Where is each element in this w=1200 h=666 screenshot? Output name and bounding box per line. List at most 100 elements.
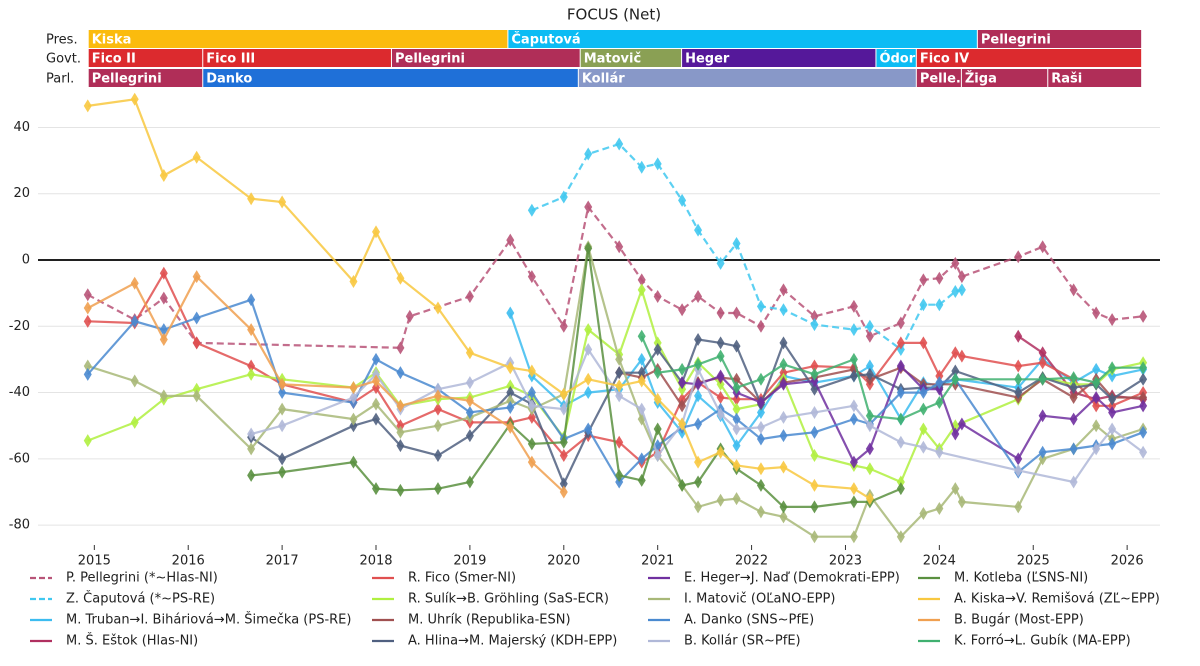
data-point	[1139, 372, 1148, 386]
data-point	[896, 482, 905, 496]
band-segment-label: Matovič	[584, 52, 642, 67]
data-point	[192, 150, 201, 164]
data-point	[849, 455, 858, 469]
data-point	[1014, 372, 1023, 386]
data-point	[1092, 376, 1101, 390]
data-point	[433, 389, 442, 403]
data-point	[756, 372, 765, 386]
data-point	[584, 342, 593, 356]
data-point	[465, 429, 474, 443]
data-point	[779, 283, 788, 297]
data-point	[1014, 463, 1023, 477]
data-point	[130, 374, 139, 388]
data-point	[1108, 422, 1117, 436]
data-point	[396, 341, 405, 355]
band-segment	[203, 69, 578, 87]
data-point	[372, 225, 381, 239]
band-segment-label: Fico III	[206, 52, 255, 67]
data-point	[433, 482, 442, 496]
legend-label: M. Kotleba (ĽSNS-NI)	[954, 571, 1088, 586]
data-point	[1108, 437, 1117, 451]
data-point	[278, 465, 287, 479]
data-point	[396, 425, 405, 439]
data-point	[433, 301, 442, 315]
data-point	[849, 352, 858, 366]
data-point	[653, 392, 662, 406]
data-point	[584, 372, 593, 386]
x-tick-label: 2026	[1111, 554, 1144, 569]
data-point	[372, 412, 381, 426]
data-point	[1038, 356, 1047, 370]
data-point	[951, 364, 960, 378]
data-point	[1108, 361, 1117, 375]
x-tick-label: 2020	[547, 554, 580, 569]
data-point	[779, 410, 788, 424]
data-point	[527, 386, 536, 400]
data-point	[957, 417, 966, 431]
data-point	[865, 319, 874, 333]
data-point	[1038, 240, 1047, 254]
data-point	[278, 386, 287, 400]
data-point	[637, 160, 646, 174]
data-point	[615, 389, 624, 403]
data-point	[615, 352, 624, 366]
data-point	[465, 346, 474, 360]
data-point	[716, 377, 725, 391]
legend-label: E. Heger→J. Naď (Demokrati-EPP)	[684, 571, 900, 586]
data-point	[756, 299, 765, 313]
legend-label: M. Truban→I. Biháriová→M. Šimečka (PS-RE…	[66, 612, 351, 628]
data-point	[1038, 346, 1047, 360]
band-segment-label: Čaputová	[511, 32, 580, 48]
data-point	[779, 429, 788, 443]
data-point	[756, 505, 765, 519]
band-segment-label: Pellegrini	[981, 33, 1051, 48]
data-point	[716, 369, 725, 383]
data-point	[247, 427, 256, 441]
data-point	[865, 492, 874, 506]
data-point	[779, 510, 788, 524]
data-point	[192, 270, 201, 284]
data-point	[865, 419, 874, 433]
plot-series	[83, 92, 1148, 544]
band-segment	[961, 69, 1048, 87]
data-point	[372, 367, 381, 381]
data-point	[849, 323, 858, 337]
data-point	[349, 381, 358, 395]
data-point	[159, 291, 168, 305]
data-point	[615, 435, 624, 449]
data-point	[1092, 362, 1101, 376]
data-point	[810, 359, 819, 373]
data-point	[192, 389, 201, 403]
band-segment-label: Kollár	[582, 72, 625, 87]
legend-label: A. Danko (SNS~PfE)	[684, 613, 814, 628]
data-point	[433, 449, 442, 463]
data-point	[637, 402, 646, 416]
data-point	[732, 392, 741, 406]
data-point	[810, 478, 819, 492]
data-point	[1014, 359, 1023, 373]
data-point	[935, 298, 944, 312]
data-point	[278, 377, 287, 391]
data-point	[615, 475, 624, 489]
data-point	[951, 284, 960, 298]
data-point	[372, 482, 381, 496]
data-point	[694, 377, 703, 391]
series-line	[87, 274, 565, 493]
data-point	[433, 382, 442, 396]
data-point	[637, 366, 646, 380]
data-point	[896, 412, 905, 426]
data-point	[83, 99, 92, 113]
data-point	[694, 417, 703, 431]
data-point	[1139, 445, 1148, 459]
data-point	[247, 367, 256, 381]
data-point	[716, 349, 725, 363]
data-point	[951, 256, 960, 270]
data-point	[637, 352, 646, 366]
data-point	[756, 319, 765, 333]
legend-label: A. Kiska→V. Remišová (ZĽ~EPP)	[954, 592, 1160, 607]
data-point	[584, 422, 593, 436]
data-point	[732, 306, 741, 320]
series-line	[250, 248, 902, 508]
data-point	[1014, 386, 1023, 400]
data-point	[83, 288, 92, 302]
